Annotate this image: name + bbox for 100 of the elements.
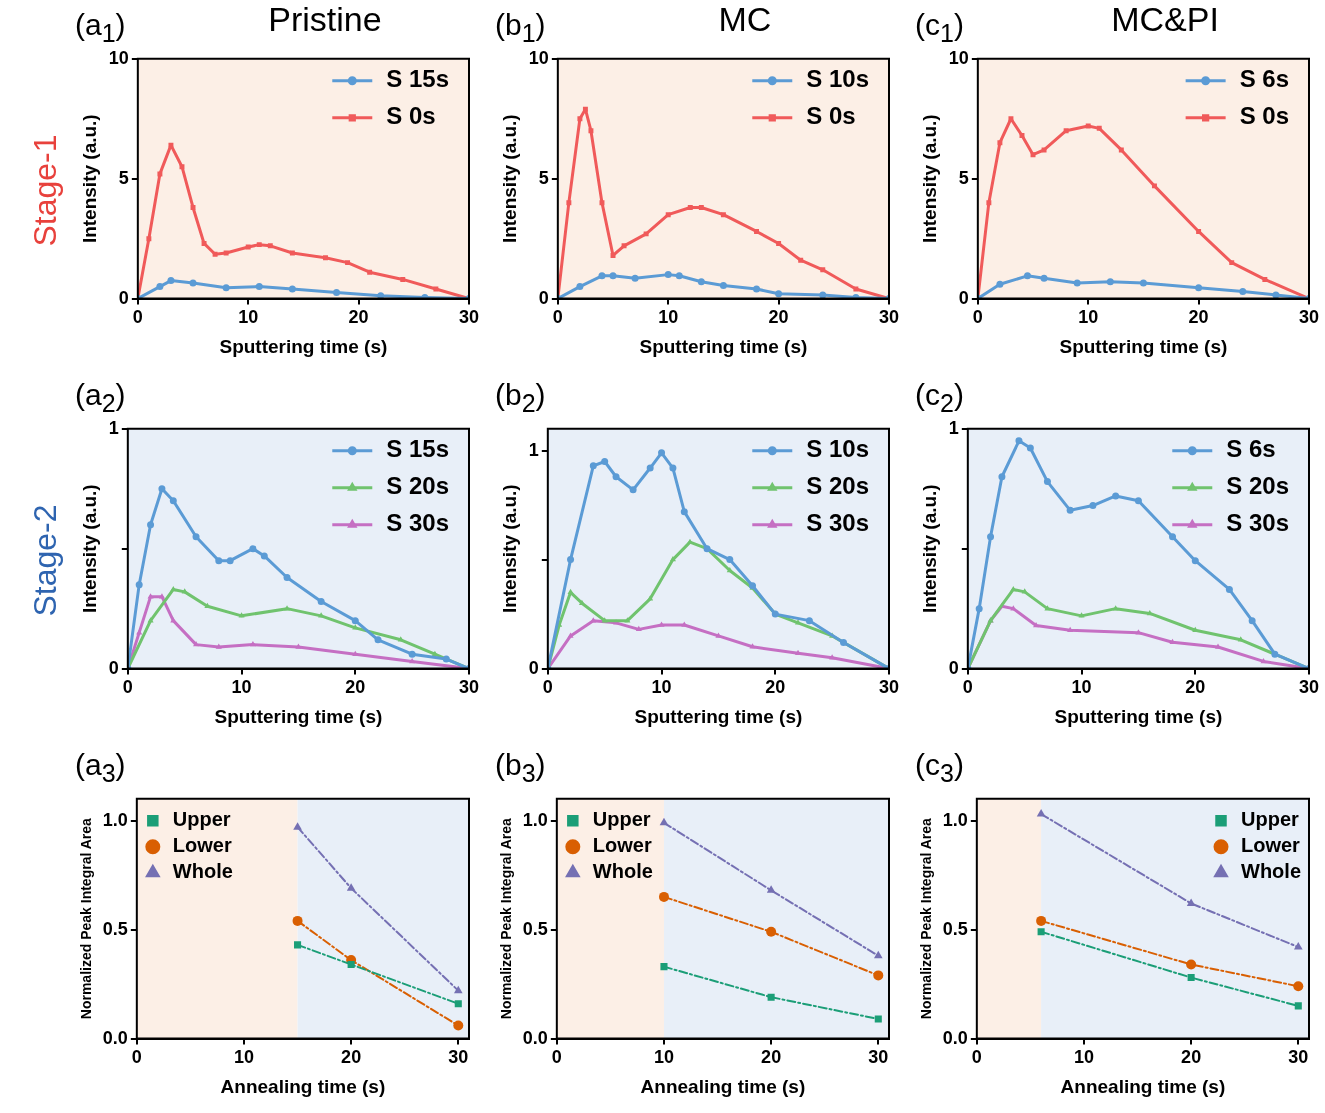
x-tick-label: 10 xyxy=(658,307,679,328)
x-tick-label: 0 xyxy=(132,307,143,328)
y-tick-label: 0.0 xyxy=(102,1027,128,1048)
legend-label: Lower xyxy=(1241,834,1301,857)
y-axis-title: Intensity (a.u.) xyxy=(918,484,940,614)
y-tick-label: 1.0 xyxy=(102,809,128,830)
x-tick-label: 20 xyxy=(765,677,786,698)
x-tick-label: 20 xyxy=(341,1047,362,1068)
chart-title: (a$_{3}$) xyxy=(75,748,126,788)
legend-label: Whole xyxy=(172,860,233,883)
y-axis-title: Normalized Peak Integral Area xyxy=(918,817,935,1020)
x-tick-label: 20 xyxy=(761,1047,782,1068)
chart-title: (c$_{1}$) xyxy=(915,8,964,48)
y-tick-label: 0 xyxy=(528,657,539,678)
chart-subtitle: Pristine xyxy=(267,0,383,39)
chart-subtitle: MC xyxy=(717,0,773,39)
x-tick-label: 0 xyxy=(972,307,983,328)
y-axis-title: Normalized Peak Integral Area xyxy=(78,817,95,1020)
y-tick-label: 0 xyxy=(108,657,119,678)
legend-label: S 30s xyxy=(386,509,449,537)
legend-label: S 0s xyxy=(386,102,436,130)
x-tick-label: 10 xyxy=(651,677,672,698)
x-axis-title: Sputtering time (s) xyxy=(1054,705,1223,727)
x-tick-label: 10 xyxy=(233,1047,254,1068)
legend-label: S 20s xyxy=(386,472,449,500)
x-tick-label: 20 xyxy=(768,307,789,328)
x-axis-title: Sputtering time (s) xyxy=(1059,335,1228,357)
x-tick-label: 0 xyxy=(131,1047,142,1068)
x-tick-label: 30 xyxy=(1298,307,1320,328)
x-axis-title: Annealing time (s) xyxy=(220,1075,386,1097)
x-tick-label: 10 xyxy=(238,307,259,328)
x-axis-title: Sputtering time (s) xyxy=(639,335,808,357)
legend-label: S 0s xyxy=(1239,102,1289,130)
y-axis-title: Normalized Peak Integral Area xyxy=(498,817,515,1020)
x-tick-label: 10 xyxy=(231,677,252,698)
x-axis-title: Annealing time (s) xyxy=(640,1075,806,1097)
x-tick-label: 20 xyxy=(1188,307,1209,328)
chart-title: (c$_{3}$) xyxy=(915,748,964,788)
legend-label: S 30s xyxy=(806,509,869,537)
y-tick-label: 0 xyxy=(118,287,129,308)
y-tick-label: 1 xyxy=(528,439,539,460)
x-tick-label: 20 xyxy=(345,677,366,698)
y-tick-label: 0.5 xyxy=(522,918,548,939)
chart-title: (c$_{2}$) xyxy=(915,378,964,418)
legend-label: Lower xyxy=(172,834,232,857)
y-tick-label: 10 xyxy=(948,47,969,68)
legend-label: S 6s xyxy=(1226,435,1276,463)
legend-label: Upper xyxy=(1241,808,1300,831)
y-tick-label: 5 xyxy=(118,167,129,188)
legend-label: S 20s xyxy=(1226,472,1289,500)
x-tick-label: 10 xyxy=(1078,307,1099,328)
x-tick-label: 30 xyxy=(1288,1047,1309,1068)
legend-label: S 10s xyxy=(806,65,869,93)
x-tick-label: 0 xyxy=(551,1047,562,1068)
x-tick-label: 20 xyxy=(1185,677,1206,698)
x-tick-label: 30 xyxy=(1298,677,1320,698)
y-tick-label: 1.0 xyxy=(522,809,548,830)
legend-label: Upper xyxy=(172,808,231,831)
y-axis-title: Intensity (a.u.) xyxy=(78,484,100,614)
x-axis-title: Annealing time (s) xyxy=(1060,1075,1226,1097)
y-tick-label: 0 xyxy=(538,287,549,308)
y-tick-label: 5 xyxy=(538,167,549,188)
chart-title: (b$_{2}$) xyxy=(495,378,546,418)
y-tick-label: 0.5 xyxy=(102,918,128,939)
y-tick-label: 0.0 xyxy=(942,1027,968,1048)
x-tick-label: 10 xyxy=(653,1047,674,1068)
x-tick-label: 0 xyxy=(971,1047,982,1068)
legend-label: S 15s xyxy=(386,65,449,93)
y-axis-title: Intensity (a.u.) xyxy=(498,114,520,244)
x-axis-title: Sputtering time (s) xyxy=(219,335,388,357)
y-tick-label: 1.0 xyxy=(942,809,968,830)
y-tick-label: 1 xyxy=(948,417,959,438)
y-tick-label: 0.5 xyxy=(942,918,968,939)
legend-label: S 6s xyxy=(1239,65,1289,93)
legend-label: Whole xyxy=(592,860,653,883)
chart-title: (b$_{3}$) xyxy=(495,748,546,788)
legend-label: Lower xyxy=(592,834,652,857)
chart-subtitle: MC&PI xyxy=(1110,0,1220,39)
y-tick-label: 10 xyxy=(528,47,549,68)
x-tick-label: 30 xyxy=(448,1047,469,1068)
x-axis-title: Sputtering time (s) xyxy=(634,705,803,727)
y-tick-label: 10 xyxy=(108,47,129,68)
x-tick-label: 20 xyxy=(1181,1047,1202,1068)
chart-title: (a$_{2}$) xyxy=(75,378,126,418)
legend-label: S 10s xyxy=(806,435,869,463)
x-tick-label: 10 xyxy=(1073,1047,1094,1068)
legend-label: S 20s xyxy=(806,472,869,500)
x-tick-label: 20 xyxy=(348,307,369,328)
y-tick-label: 0 xyxy=(958,287,969,308)
legend-label: Upper xyxy=(592,808,651,831)
y-tick-label: 0.0 xyxy=(522,1027,548,1048)
x-tick-label: 0 xyxy=(552,307,563,328)
legend-label: S 30s xyxy=(1226,509,1289,537)
text: Stage-2 xyxy=(26,503,64,617)
text: Stage-1 xyxy=(26,133,64,247)
y-axis-title: Intensity (a.u.) xyxy=(918,114,940,244)
chart-title: (a$_{1}$) xyxy=(75,8,126,48)
x-axis-title: Sputtering time (s) xyxy=(214,705,383,727)
x-tick-label: 10 xyxy=(1071,677,1092,698)
y-tick-label: 0 xyxy=(948,657,959,678)
